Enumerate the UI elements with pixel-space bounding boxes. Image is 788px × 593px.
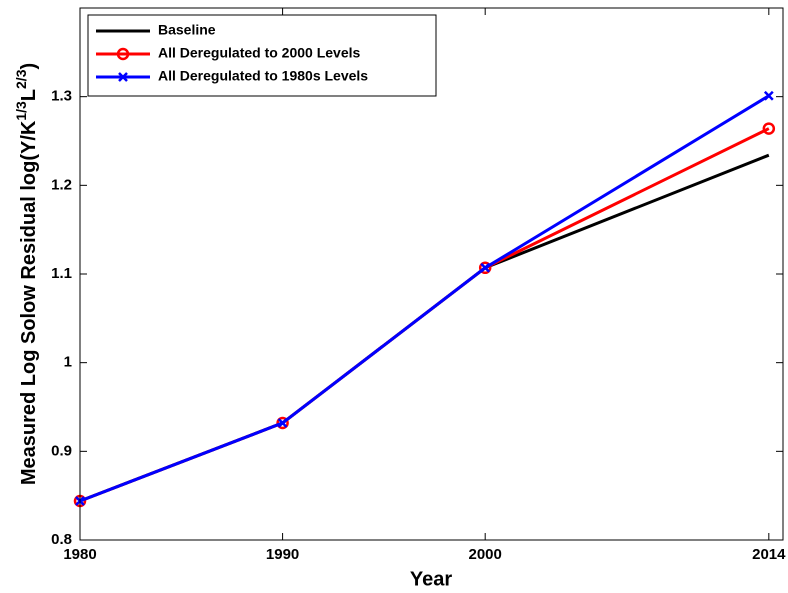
y-tick-label: 1.2 bbox=[51, 176, 72, 193]
marker bbox=[762, 122, 776, 135]
y-axis-label-part: L bbox=[18, 89, 40, 101]
x-tick-label: 2000 bbox=[468, 546, 501, 563]
y-axis-label: Measured Log Solow Residual log(Y/K1/3L2… bbox=[13, 63, 41, 485]
legend-label: All Deregulated to 2000 Levels bbox=[158, 45, 361, 61]
x-axis-label: Year bbox=[410, 568, 452, 590]
y-axis-label-part: 1/3 bbox=[13, 101, 29, 121]
y-axis-label-part: 2/3 bbox=[13, 69, 29, 89]
marker bbox=[763, 90, 774, 101]
plot-frame bbox=[79, 7, 784, 541]
marker bbox=[277, 418, 288, 428]
y-tick-label: 0.9 bbox=[51, 442, 72, 459]
marker bbox=[478, 261, 492, 275]
marker bbox=[116, 47, 130, 61]
y-tick-label: 1.1 bbox=[51, 265, 72, 282]
line bbox=[79, 94, 770, 503]
legend-label: Baseline bbox=[158, 22, 216, 38]
x-tick-label: 2014 bbox=[752, 546, 786, 563]
y-tick-label: 1 bbox=[64, 354, 72, 371]
x-tick-label: 1990 bbox=[266, 546, 299, 563]
legend-label: All Deregulated to 1980s Levels bbox=[158, 68, 368, 84]
y-axis-label-part: ) bbox=[18, 63, 40, 70]
y-axis-label-part: Measured Log Solow Residual log(Y/K bbox=[18, 120, 40, 485]
marker bbox=[480, 262, 491, 273]
marker bbox=[276, 416, 289, 430]
y-tick-label: 0.8 bbox=[51, 531, 72, 548]
marker bbox=[118, 72, 128, 82]
y-tick-label: 1.3 bbox=[51, 88, 72, 105]
x-tick-label: 1980 bbox=[63, 546, 96, 563]
